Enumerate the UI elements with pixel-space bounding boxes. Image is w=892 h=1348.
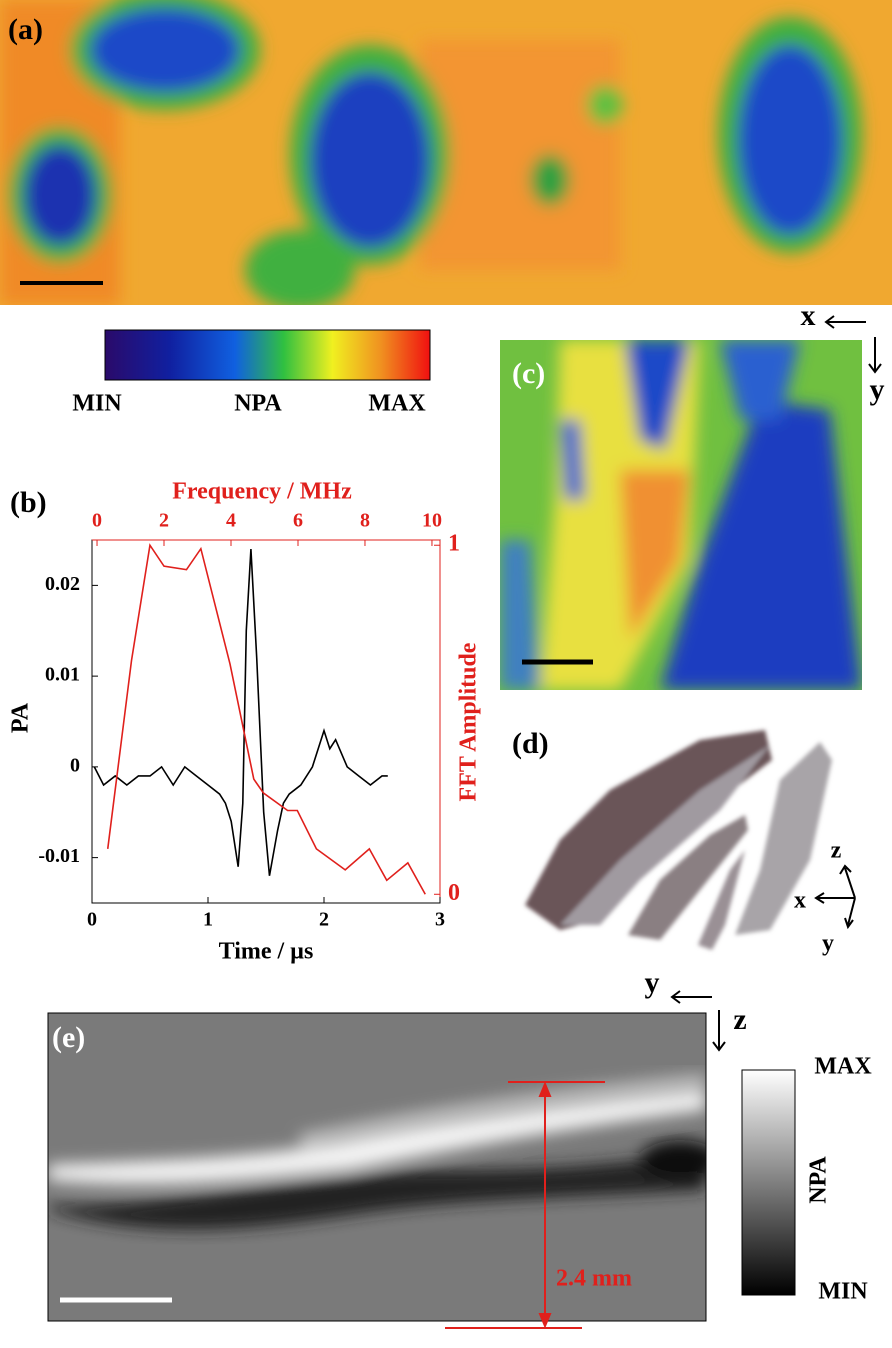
y2-tick-label: 1 xyxy=(448,531,460,557)
panel-label: (a) xyxy=(8,13,43,46)
y-tick-label: 0 xyxy=(70,754,80,776)
x2-tick-label: 2 xyxy=(159,510,169,532)
y-tick-label: 0.01 xyxy=(45,664,80,686)
x-tick-label: 2 xyxy=(319,909,329,931)
x-tick-label: 3 xyxy=(435,909,445,931)
volume-render xyxy=(525,730,832,950)
measurement xyxy=(445,1081,605,1329)
panel-label: (e) xyxy=(52,1021,85,1054)
axis-label: y xyxy=(870,373,885,406)
x-axis-title: Time / µs xyxy=(219,939,314,965)
axis-arrow xyxy=(824,315,866,329)
colorbar-label: NPA xyxy=(806,1156,832,1204)
colorbar xyxy=(741,1069,796,1296)
y-axis-title: PA xyxy=(8,702,34,733)
panel-label: (d) xyxy=(512,727,549,760)
chart: 0 1 2 3 -0.01 0 0.01 0.02 0 2 4 6 8 10 0 1 Time / µs PA Fr… xyxy=(8,479,482,965)
axis-arrow xyxy=(712,1010,726,1052)
axis-label: x xyxy=(794,888,806,914)
x2-tick-label: 4 xyxy=(226,510,236,532)
heatmap-c xyxy=(500,340,862,690)
axis-arrow xyxy=(868,337,882,374)
y-tick-label: -0.01 xyxy=(38,845,80,867)
colorbar-label: MIN xyxy=(72,391,122,417)
colorbar xyxy=(104,329,431,381)
axis-label: y xyxy=(645,966,660,999)
heatmap-a xyxy=(0,0,892,305)
colorbar-label: MAX xyxy=(814,1054,872,1080)
y2-tick-label: 0 xyxy=(448,880,460,906)
y-tick-label: 0.02 xyxy=(45,573,80,595)
axis-label: z xyxy=(733,1003,746,1036)
axis-label: z xyxy=(831,838,842,864)
x2-axis-title: Frequency / MHz xyxy=(172,479,352,505)
x2-tick-label: 8 xyxy=(360,510,370,532)
axis-label: y xyxy=(822,931,834,957)
panel-label: (b) xyxy=(10,486,47,519)
panel-label: (c) xyxy=(512,357,545,390)
x-tick-label: 1 xyxy=(203,909,213,931)
colorbar-label: MAX xyxy=(368,391,426,417)
colorbar-label: MIN xyxy=(818,1279,868,1305)
bscan-e xyxy=(48,1013,706,1321)
annotation: 2.4 mm xyxy=(556,1266,632,1292)
axis-triad xyxy=(814,864,856,930)
x2-tick-label: 6 xyxy=(293,510,303,532)
x-tick-label: 0 xyxy=(87,909,97,931)
series-line xyxy=(93,549,388,876)
colorbar-label: NPA xyxy=(234,391,282,417)
series-line xyxy=(106,543,426,895)
axis-arrow xyxy=(670,990,712,1004)
x2-tick-label: 10 xyxy=(422,510,442,532)
frame xyxy=(47,1012,707,1322)
axis-label: x xyxy=(801,299,816,332)
y2-axis-title: FFT Amplitude xyxy=(456,642,482,801)
x2-tick-label: 0 xyxy=(92,510,102,532)
plot-frame xyxy=(91,539,441,904)
